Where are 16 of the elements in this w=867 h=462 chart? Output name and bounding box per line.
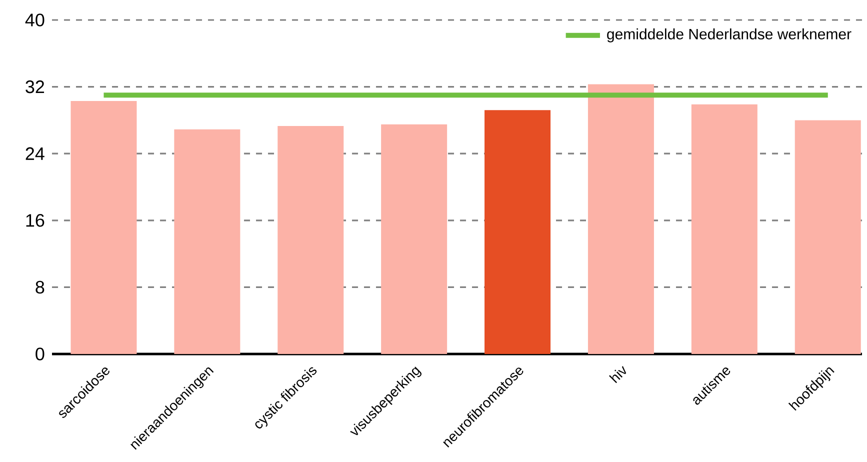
y-tick-label: 40 bbox=[25, 14, 44, 26]
y-tick-label: 0 bbox=[36, 348, 44, 360]
y-tick-label: 32 bbox=[26, 80, 44, 94]
y-tick-label: 8 bbox=[36, 280, 44, 294]
bar bbox=[484, 110, 551, 354]
bar bbox=[588, 84, 654, 354]
legend-label: gemiddelde Nederlandse werknemer bbox=[607, 28, 852, 42]
bar bbox=[691, 104, 758, 354]
bar bbox=[381, 124, 448, 354]
y-tick-label: 16 bbox=[26, 214, 44, 227]
y-tick-label: 24 bbox=[26, 147, 44, 160]
x-tick-label: hiv bbox=[609, 366, 626, 384]
bar bbox=[174, 129, 240, 354]
bar bbox=[794, 120, 861, 354]
bar bbox=[278, 126, 344, 354]
bar bbox=[70, 101, 137, 354]
